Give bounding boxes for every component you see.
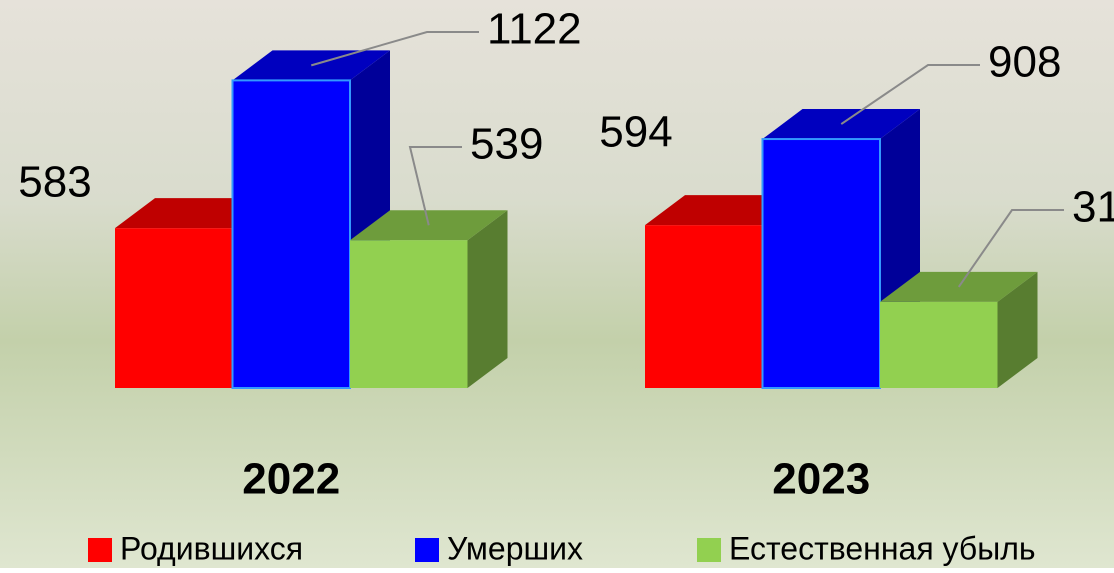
data-label: 908 — [988, 38, 1061, 87]
x-tick-label: 2022 — [242, 455, 340, 504]
bar-side — [468, 210, 508, 388]
data-label: 594 — [599, 108, 672, 157]
bar — [645, 225, 763, 388]
bar — [115, 228, 233, 388]
legend-swatch — [415, 538, 439, 562]
bar — [763, 139, 881, 388]
x-tick-label: 2023 — [772, 455, 870, 504]
legend-label: Естественная убыль — [729, 530, 1036, 566]
data-label: 583 — [18, 158, 91, 207]
chart: 583 1122 539 2022 594 908 314 2023 Родившихся Уме… — [0, 0, 1114, 568]
legend-label: Родившихся — [120, 530, 303, 566]
bar — [233, 80, 351, 388]
legend-swatch — [88, 538, 112, 562]
legend-swatch — [697, 538, 721, 562]
data-label: 539 — [470, 120, 543, 169]
data-label: 1122 — [487, 5, 582, 54]
data-label: 314 — [1072, 183, 1114, 232]
bar — [880, 302, 998, 388]
legend-label: Умерших — [447, 530, 583, 566]
bar — [350, 240, 468, 388]
